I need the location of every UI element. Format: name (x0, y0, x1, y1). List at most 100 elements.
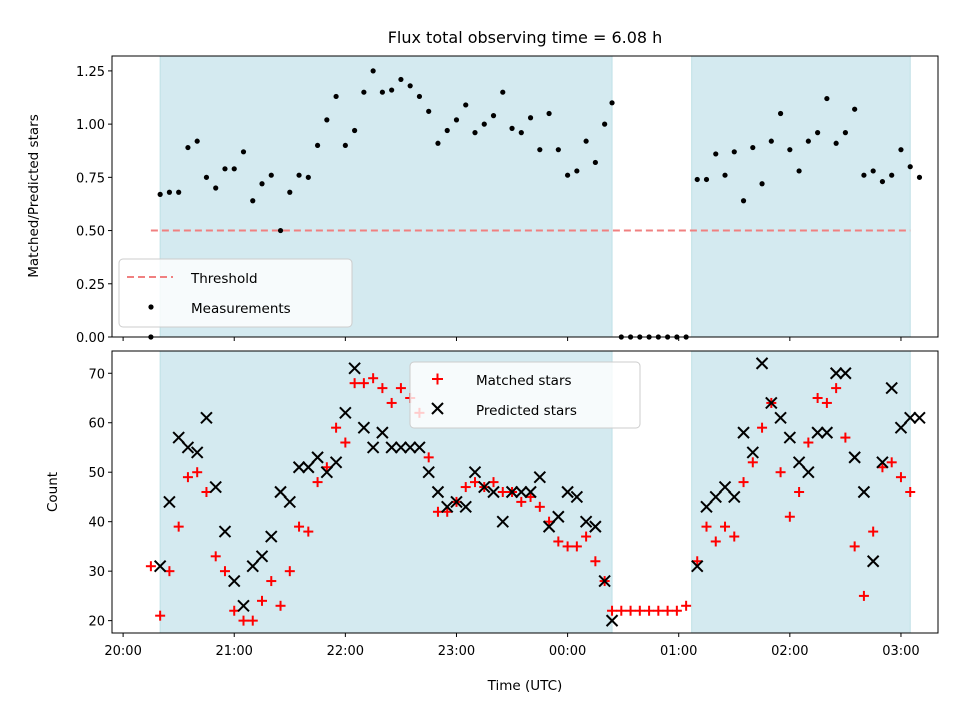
matched-star-point (516, 496, 527, 507)
measurement-point (574, 168, 580, 174)
predicted-star-point (283, 495, 297, 509)
measurement-point (703, 176, 710, 183)
predicted-star-point (357, 421, 371, 434)
predicted-star-point (413, 441, 426, 454)
measurement-point (287, 189, 293, 195)
chart-title: Flux total observing time = 6.08 h (388, 28, 663, 47)
matched-star-point (634, 605, 645, 616)
matched-star-point (349, 378, 360, 389)
y-tick-label: 40 (88, 516, 105, 531)
matched-star-point (775, 467, 786, 478)
measurement-point (824, 95, 830, 102)
measurement-point (861, 172, 867, 178)
predicted-star-point (228, 574, 241, 588)
measurement-point (833, 140, 839, 146)
matched-star-point (395, 383, 406, 394)
predicted-star-point (913, 411, 926, 424)
matched-star-point (219, 566, 230, 577)
measurement-point (166, 189, 173, 195)
bottom-y-axis-label: Count (45, 472, 61, 512)
matched-star-point (803, 437, 814, 448)
matched-star-point (340, 437, 351, 448)
predicted-star-point (570, 490, 584, 504)
predicted-star-point (746, 446, 760, 459)
y-tick-label: 0.75 (76, 171, 105, 186)
top-legend-box (118, 258, 353, 328)
bottom-y-ticks: 20 30 40 50 60 70 (88, 367, 112, 630)
predicted-star-point (598, 574, 611, 588)
matched-star-point (312, 477, 323, 488)
bottom-x-ticks: 20:00 21:00 22:00 23:00 00:00 01:00 02:00 03:00 (104, 633, 920, 659)
measurement-point (609, 100, 615, 106)
measurement-point (305, 174, 311, 180)
matched-star-point (701, 521, 712, 532)
y-tick-label: 1.00 (76, 118, 105, 133)
measurement-point (500, 89, 506, 95)
predicted-star-point (200, 411, 213, 424)
measurement-point (916, 174, 923, 180)
measurement-points (148, 68, 923, 340)
matched-legend-label: Matched stars (476, 373, 572, 389)
measurement-point (907, 164, 913, 170)
matched-star-point (155, 610, 166, 621)
measurement-point (324, 117, 330, 123)
matched-star-point (607, 605, 618, 616)
predicted-star-point (339, 406, 352, 420)
bottom-axes-frame (111, 350, 939, 634)
measurement-point (379, 89, 385, 95)
threshold-legend-label: Threshold (190, 271, 258, 287)
predicted-star-point (524, 485, 537, 499)
measurement-point (870, 168, 876, 174)
predicted-star-point (320, 466, 334, 479)
predicted-star-point (552, 510, 565, 523)
matched-star-point (794, 487, 805, 497)
measurement-point (277, 227, 284, 234)
measurement-point (222, 166, 228, 172)
measurement-point (259, 181, 265, 187)
y-tick-label: 50 (88, 466, 105, 481)
measurement-point (537, 147, 543, 153)
matched-star-point (386, 397, 397, 408)
measurement-point (602, 121, 608, 127)
predicted-star-point (774, 411, 787, 424)
predicted-star-point (561, 485, 574, 499)
measurement-point (176, 189, 182, 195)
measurement-point (231, 166, 237, 172)
measurement-point (555, 147, 561, 153)
predicted-star-point (376, 426, 389, 439)
predicted-star-point (829, 367, 843, 380)
measurement-point (777, 110, 784, 117)
matched-star-point (720, 521, 731, 532)
matched-star-point (831, 383, 842, 394)
x-tick-label: 23:00 (438, 644, 475, 659)
measurement-point (203, 174, 210, 180)
predicted-star-point (172, 431, 185, 444)
y-tick-label: 60 (88, 417, 105, 432)
predicted-star-point (246, 560, 259, 573)
predicted-star-point (302, 461, 315, 474)
predicted-star-point (904, 411, 917, 424)
predicted-star-point (394, 441, 408, 454)
predicted-star-point (385, 441, 398, 454)
y-tick-label: 20 (88, 615, 105, 630)
measurements-legend-swatch (148, 304, 154, 310)
measurement-point (898, 147, 904, 153)
predicted-star-point (311, 451, 324, 464)
measurement-point (546, 110, 552, 117)
predicted-legend-swatch (431, 402, 444, 415)
measurement-point (787, 147, 793, 153)
predicted-star-point (181, 441, 195, 454)
measurement-point (694, 176, 700, 183)
measurement-point (759, 181, 765, 187)
matched-star-point (442, 506, 453, 517)
predicted-star-point (755, 357, 769, 370)
y-tick-label: 0.25 (76, 278, 105, 293)
predicted-star-point (857, 485, 871, 499)
x-tick-label: 22:00 (327, 644, 364, 659)
measurement-point (583, 138, 589, 144)
matched-star-point (266, 576, 277, 587)
predicted-star-point (885, 381, 898, 395)
measurement-point (435, 140, 441, 146)
measurement-point (750, 144, 756, 151)
